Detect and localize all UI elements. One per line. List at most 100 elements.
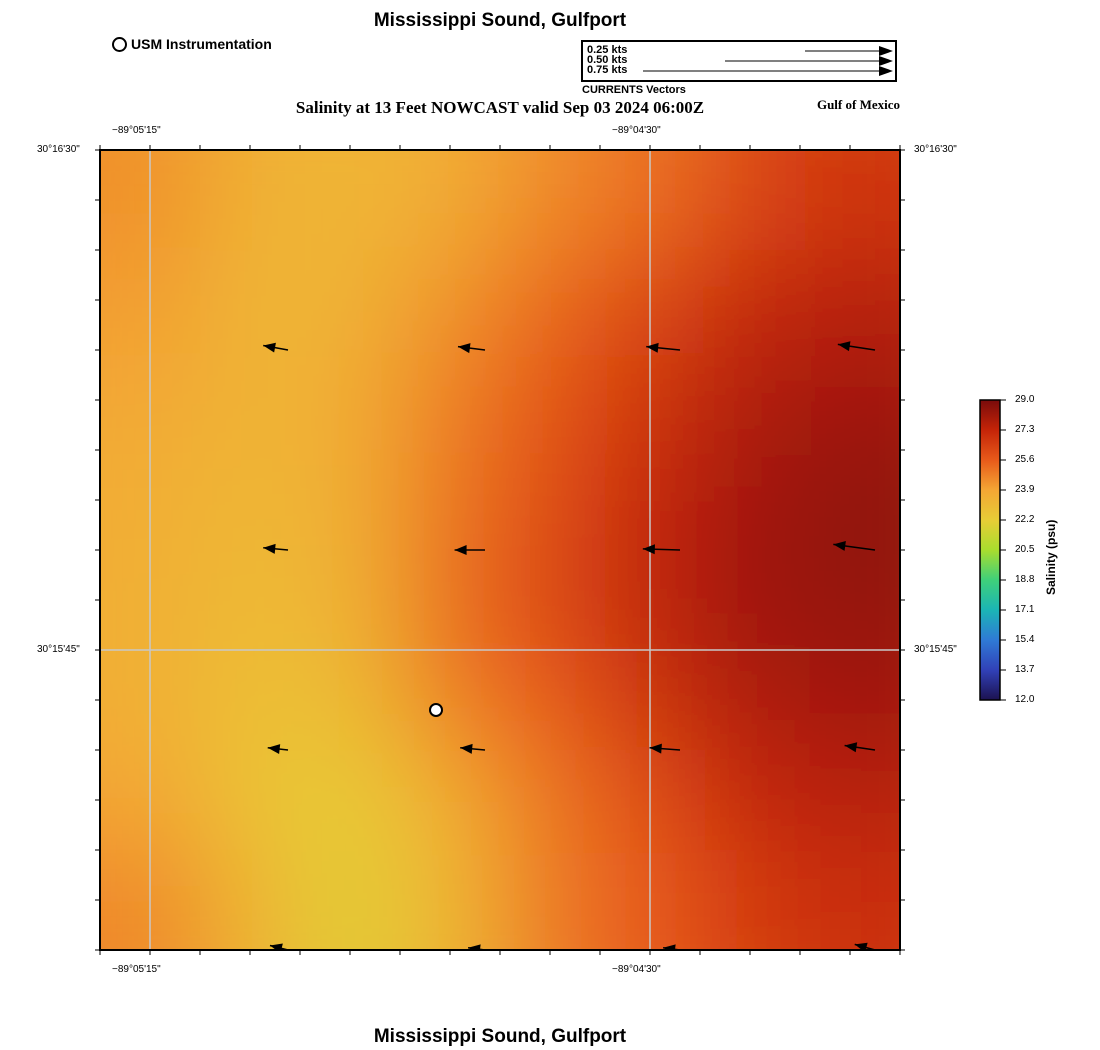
salinity-cell [400,850,501,950]
salinity-cell [400,350,501,451]
top-tick-label: −89°04'30" [612,125,661,136]
salinity-cell [500,350,601,451]
map-subtitle: Salinity at 13 Feet NOWCAST valid Sep 03… [295,98,705,117]
vector-head [468,944,481,950]
salinity-cell [800,150,900,251]
salinity-cell [800,750,900,851]
salinity-cell [700,850,801,950]
salinity-cell [800,450,900,551]
scale-arrow-025 [805,46,893,56]
vector-head [854,942,868,950]
salinity-cell [200,850,301,950]
colorbar-tick-label: 15.4 [1015,634,1035,645]
salinity-cell [300,350,401,451]
salinity-cell [900,950,910,960]
current-vector-field [263,341,876,950]
map-frame-ticks [95,145,905,955]
salinity-cell [500,850,601,950]
vector-head [642,544,655,555]
salinity-cell [300,650,401,751]
salinity-cell [800,650,900,751]
salinity-cell [800,850,900,950]
right-tick-label: 30°15'45" [914,644,957,655]
scale-label-050: 0.50 kts [587,54,628,66]
bottom-tick-label: −89°04'30" [612,964,661,975]
colorbar-tick-label: 27.3 [1015,424,1035,435]
current-vector [646,342,681,353]
current-vector [833,541,876,551]
salinity-cell [700,650,801,751]
salinity-cell [200,250,301,351]
colorbar-gradient [979,399,1001,701]
map-footer-title: Mississippi Sound, Gulfport [373,1026,627,1047]
colorbar-tick-label: 22.2 [1015,514,1035,525]
current-vector [642,544,681,555]
salinity-cell [700,250,801,351]
current-vector [844,742,876,753]
salinity-cell [300,750,401,851]
scale-arrows [643,46,893,76]
current-vector [457,343,486,354]
vector-head [649,743,662,754]
salinity-cell [400,550,501,651]
salinity-cell [700,450,801,551]
vector-head [663,944,676,950]
current-vector [267,744,289,755]
vector-head [844,742,858,753]
current-vector [454,545,485,555]
vector-head [454,545,467,555]
salinity-cell [90,950,101,960]
left-tick-label: 30°15'45" [37,644,80,655]
salinity-cell [200,450,301,551]
colorbar-tick-label: 12.0 [1015,694,1035,705]
colorbar-tick-label: 13.7 [1015,664,1035,675]
scale-label-025: 0.25 kts [587,44,628,56]
colorbar-tick-label: 20.5 [1015,544,1035,555]
current-scale-legend: 0.25 kts 0.50 kts 0.75 kts [581,40,897,82]
salinity-cell [500,150,601,251]
station-circle-icon [112,36,127,52]
vector-head [646,342,659,353]
left-tick-label: 30°16'30" [37,144,80,155]
current-vector [263,342,289,353]
station-legend-label: USM Instrumentation [131,36,272,52]
salinity-cell [700,750,801,851]
vector-head [457,343,471,354]
vector-head [460,743,473,754]
current-vector [649,743,681,754]
salinity-cell [300,150,401,251]
colorbar-tick-label: 29.0 [1015,394,1035,405]
region-label: Gulf of Mexico [816,97,900,112]
colorbar-ticks [1000,399,1006,701]
vector-head [269,943,283,950]
salinity-cell [500,250,601,351]
salinity-cell [500,750,601,851]
salinity-cell [400,150,501,251]
salinity-cell [500,550,601,651]
salinity-cell [500,450,601,551]
salinity-cell [300,850,401,950]
vector-head [263,543,276,554]
salinity-cell [800,350,900,451]
right-tick-label: 30°16'30" [914,144,957,155]
colorbar-tick-label: 25.6 [1015,454,1035,465]
colorbar-tick-label: 23.9 [1015,484,1035,495]
salinity-map[interactable] [90,140,910,960]
salinity-cell [200,350,301,451]
salinity-cell [300,450,401,551]
scale-arrow-075 [643,66,893,76]
salinity-cell [800,250,900,351]
salinity-cell [400,750,501,851]
salinity-field [90,150,910,960]
map-title: Mississippi Sound, Gulfport [373,10,627,31]
colorbar-tick-label: 18.8 [1015,574,1035,585]
vector-head [833,541,846,551]
station-marker[interactable] [429,703,443,717]
salinity-cell [400,650,501,751]
salinity-cell [200,650,301,751]
salinity-cell [200,750,301,851]
salinity-cell [200,150,301,251]
vector-head [263,342,276,353]
colorbar-title: Salinity (psu) [1044,519,1058,595]
top-tick-label: −89°05'15" [112,125,161,136]
